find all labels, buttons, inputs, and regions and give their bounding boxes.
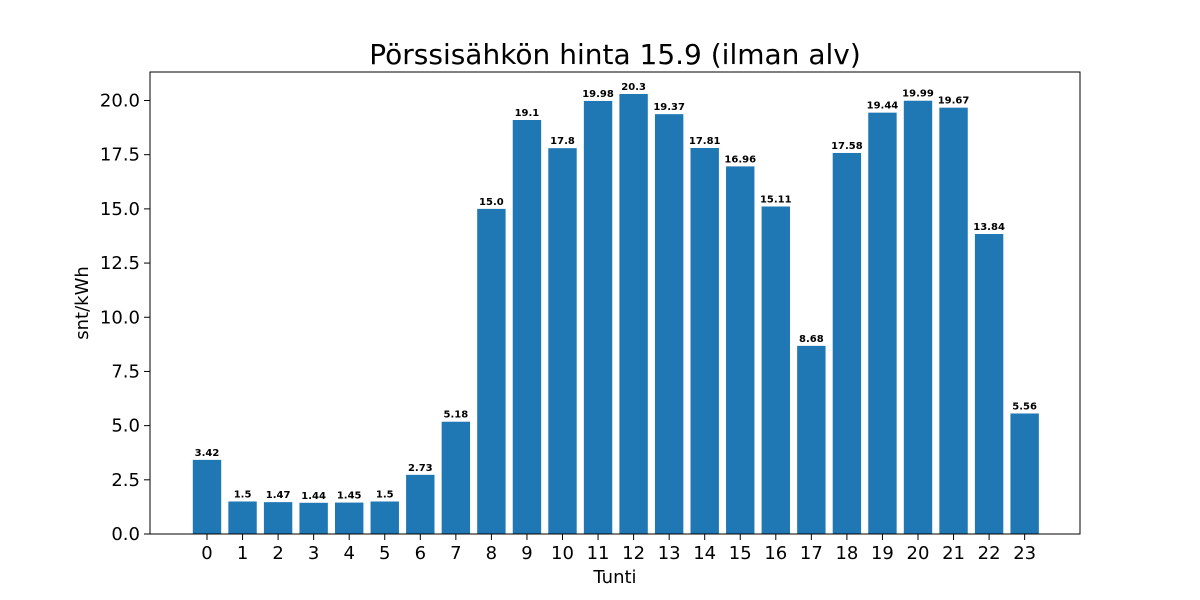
y-tick-label: 15.0 [100, 199, 140, 220]
bar-11 [583, 100, 613, 534]
y-tick-label: 0.0 [111, 524, 140, 545]
x-tick-label: 17 [800, 543, 823, 564]
y-tick-label: 2.5 [111, 470, 140, 491]
plot-frame [149, 71, 1081, 535]
bar-5 [370, 501, 399, 534]
x-axis-ticks: 0 1 2 3 4 5 6 7 8 9 10 11 12 13 14 15 16 17 18 19 20 21 22 23 [201, 534, 1036, 564]
bar-6 [406, 474, 435, 534]
x-tick-label: 23 [1013, 543, 1036, 564]
bar-0 [192, 459, 222, 534]
data-label-15: 16.96 [724, 154, 756, 165]
x-tick-label: 4 [343, 543, 354, 564]
bar-7 [441, 421, 471, 534]
x-tick-label: 15 [729, 543, 752, 564]
bar-8 [477, 208, 506, 534]
data-label-0: 3.42 [195, 448, 220, 459]
data-label-6: 2.73 [408, 463, 433, 474]
data-label-23: 5.56 [1012, 401, 1037, 412]
x-tick-label: 19 [871, 543, 894, 564]
y-axis-label: snt/kWh [72, 266, 93, 340]
x-tick-label: 13 [658, 543, 681, 564]
data-label-22: 13.84 [973, 222, 1005, 233]
x-tick-label: 1 [237, 543, 248, 564]
data-label-16: 15.11 [760, 194, 792, 205]
y-tick-label: 7.5 [111, 361, 140, 382]
bar-19 [868, 112, 897, 534]
data-label-14: 17.81 [689, 136, 721, 147]
data-label-20: 19.99 [902, 89, 934, 100]
data-label-11: 19.98 [582, 89, 614, 100]
bar-9 [512, 120, 542, 534]
x-tick-label: 21 [942, 543, 965, 564]
bar-14 [690, 147, 719, 534]
y-axis-ticks: 0.0 2.5 5.0 7.5 10.0 12.5 15.0 17.5 20.0 [100, 91, 150, 545]
data-label-7: 5.18 [444, 410, 469, 421]
bar-15 [726, 166, 755, 534]
x-tick-label: 2 [272, 543, 283, 564]
data-label-4: 1.45 [337, 491, 362, 502]
y-tick-label: 12.5 [100, 253, 140, 274]
bar-20 [903, 100, 933, 534]
x-tick-label: 16 [764, 543, 787, 564]
x-tick-label: 12 [622, 543, 645, 564]
bar-17 [797, 345, 826, 534]
bar-21 [939, 107, 968, 534]
bar-16 [761, 206, 790, 535]
y-tick-label: 17.5 [100, 145, 140, 166]
bar-18 [832, 152, 862, 534]
x-tick-label: 6 [415, 543, 426, 564]
x-tick-label: 11 [587, 543, 610, 564]
data-label-8: 15.0 [479, 197, 504, 208]
bar-2 [263, 502, 293, 534]
data-label-21: 19.67 [938, 96, 970, 107]
data-label-2: 1.47 [266, 490, 291, 501]
bar-1 [228, 501, 257, 534]
bar-10 [548, 148, 577, 534]
data-label-5: 1.5 [376, 489, 394, 500]
data-label-1: 1.5 [234, 489, 252, 500]
plot-area: 3.42 1.5 1.47 1.44 1.45 1.5 2.73 5.18 15.0 19.1 17… [192, 82, 1039, 535]
x-tick-label: 7 [450, 543, 461, 564]
data-label-13: 19.37 [653, 102, 685, 113]
x-tick-label: 22 [978, 543, 1001, 564]
y-tick-label: 5.0 [111, 416, 140, 437]
data-label-10: 17.8 [550, 136, 575, 147]
x-tick-label: 18 [835, 543, 858, 564]
x-tick-label: 14 [693, 543, 716, 564]
data-label-19: 19.44 [867, 101, 899, 112]
x-tick-label: 20 [907, 543, 930, 564]
x-tick-label: 3 [308, 543, 319, 564]
data-label-3: 1.44 [301, 491, 326, 502]
data-label-17: 8.68 [799, 334, 824, 345]
x-axis-label: Tunti [592, 567, 636, 588]
bar-23 [1010, 413, 1039, 534]
x-tick-label: 10 [551, 543, 574, 564]
bar-3 [299, 502, 328, 534]
y-tick-label: 10.0 [100, 307, 140, 328]
x-tick-label: 5 [379, 543, 390, 564]
bar-12 [619, 94, 648, 534]
bar-4 [335, 502, 364, 534]
bar-22 [974, 234, 1004, 534]
data-label-18: 17.58 [831, 141, 863, 152]
chart-title: Pörssisähkön hinta 15.9 (ilman alv) [369, 38, 861, 71]
data-label-12: 20.3 [621, 82, 646, 93]
bar-13 [654, 114, 684, 534]
x-tick-label: 0 [201, 543, 212, 564]
y-tick-label: 20.0 [100, 91, 140, 112]
x-tick-label: 9 [521, 543, 532, 564]
data-label-9: 19.1 [515, 108, 540, 119]
x-tick-label: 8 [486, 543, 497, 564]
